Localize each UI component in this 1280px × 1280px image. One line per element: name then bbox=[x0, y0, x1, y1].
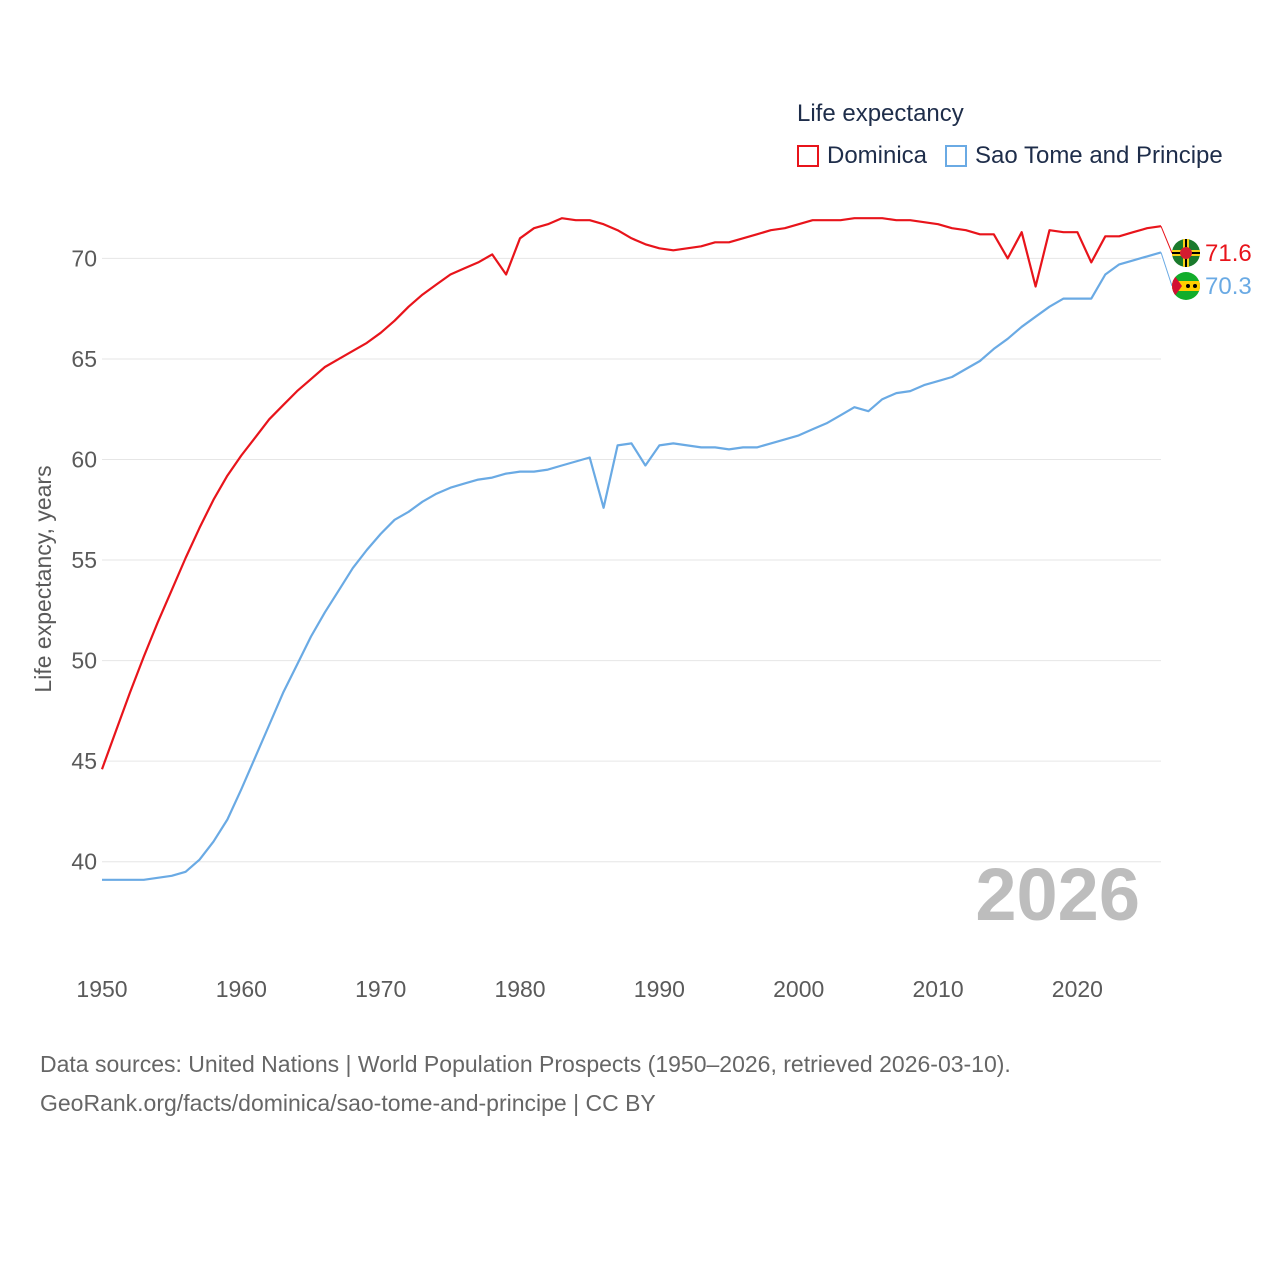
source-line: Data sources: United Nations | World Pop… bbox=[40, 1051, 1011, 1077]
x-tick-label: 1980 bbox=[494, 976, 545, 1002]
end-connector-sao-tome-and-principe bbox=[1160, 252, 1173, 287]
y-tick-label: 50 bbox=[71, 648, 97, 674]
legend-label-dominica: Dominica bbox=[827, 142, 928, 169]
end-connector-dominica bbox=[1160, 226, 1173, 254]
current-year-label: 2026 bbox=[975, 853, 1140, 936]
y-tick-label: 70 bbox=[71, 245, 97, 271]
x-tick-label: 1960 bbox=[216, 976, 267, 1002]
x-tick-label: 2000 bbox=[773, 976, 824, 1002]
legend-swatch-sao-tome-and-principe bbox=[945, 145, 968, 167]
y-tick-label: 55 bbox=[71, 547, 97, 573]
data-source-note: Data sources: United Nations | World Pop… bbox=[40, 1045, 1011, 1123]
legend: Dominica Sao Tome and Principe bbox=[797, 142, 1241, 170]
x-axis-ticks: 1950 1960 1970 1980 1990 2000 2010 2020 bbox=[76, 976, 1103, 1002]
legend-item-sao-tome-and-principe[interactable]: Sao Tome and Principe bbox=[945, 142, 1223, 170]
sao-tome-flag-icon bbox=[1172, 272, 1200, 300]
end-value-dominica: 71.6 bbox=[1205, 240, 1252, 267]
y-axis-label: Life expectancy, years bbox=[30, 465, 56, 692]
legend-swatch-dominica bbox=[797, 145, 819, 167]
series-line-dominica bbox=[100, 217, 1162, 770]
source-link[interactable]: GeoRank.org/facts/dominica/sao-tome-and-… bbox=[40, 1090, 656, 1116]
y-tick-label: 45 bbox=[71, 748, 97, 774]
x-tick-label: 1950 bbox=[76, 976, 127, 1002]
series-lines bbox=[100, 217, 1173, 881]
series-line-sao-tome-and-principe bbox=[102, 251, 1162, 881]
legend-label-sao-tome-and-principe: Sao Tome and Principe bbox=[975, 142, 1223, 169]
y-tick-label: 40 bbox=[71, 849, 97, 875]
x-tick-label: 2010 bbox=[912, 976, 963, 1002]
end-value-sao-tome-and-principe: 70.3 bbox=[1205, 273, 1252, 300]
x-tick-label: 2020 bbox=[1052, 976, 1103, 1002]
y-tick-label: 65 bbox=[71, 346, 97, 372]
legend-item-dominica[interactable]: Dominica bbox=[797, 142, 927, 170]
gridlines bbox=[102, 257, 1161, 863]
y-tick-label: 60 bbox=[71, 447, 97, 473]
dominica-flag-icon bbox=[1172, 239, 1200, 267]
x-tick-label: 1970 bbox=[355, 976, 406, 1002]
series-end-markers bbox=[1172, 239, 1200, 300]
x-tick-label: 1990 bbox=[634, 976, 685, 1002]
series-end-labels: 71.6 70.3 bbox=[1205, 240, 1252, 300]
y-axis-ticks: 40 45 50 55 60 65 70 bbox=[71, 245, 97, 874]
legend-title: Life expectancy bbox=[797, 100, 964, 127]
